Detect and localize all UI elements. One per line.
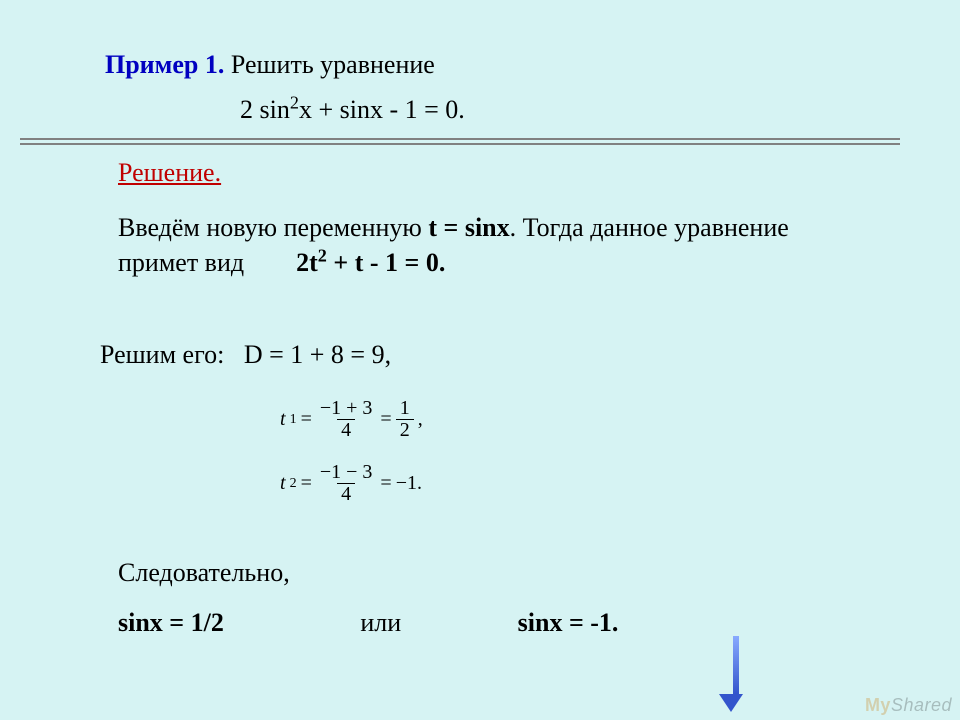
t2-equation: t2 = −1 − 3 4 = −1. [280, 462, 422, 505]
t2-rhs: −1. [396, 472, 422, 495]
t1-frac1: −1 + 3 4 [316, 398, 377, 441]
solve-label: Решим его: [100, 340, 224, 369]
t2-frac1: −1 − 3 4 [316, 462, 377, 505]
slide: Пример 1. Решить уравнение 2 sin2x + sin… [0, 0, 960, 720]
eq-sup: 2 [290, 92, 299, 112]
solve-gap [224, 340, 244, 369]
divider-bottom [20, 143, 900, 145]
t1-num1: −1 + 3 [316, 398, 377, 419]
quad-base: 2t [296, 248, 318, 277]
eq-suffix: x + sinx - 1 = 0. [299, 95, 465, 124]
intro-part1: Введём новую переменную [118, 213, 428, 242]
example-heading: Пример 1. Решить уравнение [105, 50, 435, 80]
intro-gap [244, 248, 296, 277]
quad-tail: + t - 1 = 0. [327, 248, 445, 277]
discriminant-line: Решим его: D = 1 + 8 = 9, [100, 340, 391, 370]
t2-var: t [280, 472, 286, 495]
discriminant: D = 1 + 8 = 9, [244, 340, 391, 369]
t1-equation: t 1 = −1 + 3 4 = 1 2 , [280, 398, 423, 441]
example-task: Решить уравнение [224, 50, 434, 79]
solution-label: Решение. [118, 158, 221, 188]
t2-num1: −1 − 3 [316, 462, 377, 483]
result-left: sinx = 1/2 [118, 608, 224, 637]
t1-var: t [280, 408, 286, 431]
watermark-shared: Shared [891, 695, 952, 715]
example-number: Пример 1. [105, 50, 224, 79]
quad-sup: 2 [318, 245, 327, 265]
t1-eq1: = [301, 408, 312, 431]
t1-num2: 1 [396, 398, 414, 419]
quadratic-bold: 2t2 + t - 1 = 0. [296, 248, 445, 277]
results-line: sinx = 1/2 или sinx = -1. [118, 608, 818, 638]
substitution-bold: t = sinx [428, 213, 509, 242]
t1-tail: , [418, 408, 423, 431]
watermark: MyShared [865, 695, 952, 716]
result-right: sinx = -1. [518, 608, 619, 637]
watermark-my: My [865, 695, 891, 715]
divider-top [20, 138, 900, 140]
t1-den1: 4 [337, 419, 355, 441]
t2-eq1: = [301, 472, 312, 495]
eq-prefix: 2 sin [240, 95, 290, 124]
t1-den2: 2 [396, 419, 414, 441]
result-or: или [360, 608, 401, 638]
t2-den1: 4 [337, 483, 355, 505]
consequently-label: Следовательно, [118, 558, 290, 588]
main-equation: 2 sin2x + sinx - 1 = 0. [240, 95, 465, 125]
t2-eq2: = [380, 472, 391, 495]
down-arrow-icon [728, 636, 743, 712]
t1-eq2: = [380, 408, 391, 431]
substitution-text: Введём новую переменную t = sinx. Тогда … [118, 210, 858, 280]
t1-frac2: 1 2 [396, 398, 414, 441]
